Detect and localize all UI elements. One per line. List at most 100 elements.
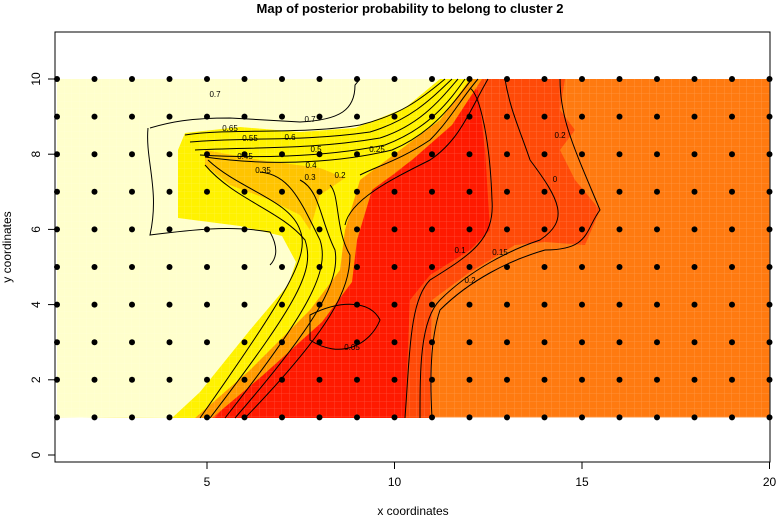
grid-point [279, 226, 285, 233]
grid-point [729, 376, 735, 383]
grid-point [91, 76, 98, 82]
grid-point [204, 264, 210, 270]
grid-point [241, 339, 248, 346]
grid-point [654, 376, 660, 383]
contour-line [204, 78, 473, 163]
grid-point [91, 301, 98, 308]
grid-point [579, 376, 585, 383]
grid-point [504, 301, 510, 308]
grid-point [391, 376, 398, 383]
x-tick-label: 10 [388, 475, 402, 489]
contour-label: 0 [553, 175, 558, 184]
grid-point [691, 113, 698, 120]
grid-point [466, 339, 473, 346]
contour-line [199, 159, 303, 419]
grid-point [241, 226, 248, 233]
grid-point [729, 264, 735, 270]
grid-point [466, 113, 473, 120]
grid-point [579, 76, 585, 82]
grid-point [279, 113, 285, 120]
plot-frame [54, 31, 771, 463]
grid-point [616, 188, 623, 195]
grid-point [354, 226, 360, 233]
grid-point [316, 113, 323, 120]
grid-point [504, 264, 510, 270]
grid-point [316, 339, 323, 346]
grid-point [391, 339, 398, 346]
grid-point [391, 226, 398, 233]
grid-point [391, 264, 398, 270]
grid-point [129, 151, 135, 158]
cell-grid-overlay [57, 79, 770, 418]
grid-point [541, 301, 548, 308]
grid-point [204, 76, 210, 82]
grid-point [466, 188, 473, 195]
contour-labels: 0.70.70.650.60.550.50.450.40.350.30.250.… [209, 90, 566, 352]
y-tick-label: 8 [29, 151, 43, 158]
grid-point [504, 414, 510, 421]
grid-point [579, 188, 585, 195]
grid-point [204, 339, 210, 346]
grid-point [241, 151, 248, 158]
grid-point [166, 339, 173, 346]
grid-point [616, 301, 623, 308]
grid-point [129, 301, 135, 308]
grid-point [579, 113, 585, 120]
grid-point [129, 76, 135, 82]
grid-point [541, 76, 548, 82]
grid-point [654, 188, 660, 195]
grid-point [729, 113, 735, 120]
grid-point [91, 264, 98, 270]
grid-point [91, 376, 98, 383]
grid-point [391, 414, 398, 421]
grid-point [279, 188, 285, 195]
contour-line [419, 78, 559, 419]
grid-point [316, 301, 323, 308]
grid-point [504, 113, 510, 120]
grid-point [91, 151, 98, 158]
grid-point [504, 76, 510, 82]
grid-point [354, 188, 360, 195]
grid-point [616, 226, 623, 233]
grid-point [691, 264, 698, 270]
grid-point [429, 339, 435, 346]
contour-label: 0.25 [369, 145, 385, 154]
y-tick-label: 6 [29, 226, 43, 233]
grid-point [466, 226, 473, 233]
grid-point [241, 414, 248, 421]
grid-point [729, 188, 735, 195]
grid-point [616, 76, 623, 82]
grid-point [129, 376, 135, 383]
grid-point [91, 339, 98, 346]
grid-point [729, 414, 735, 421]
grid-point [166, 76, 173, 82]
grid-point [616, 376, 623, 383]
x-axis-label: x coordinates [377, 504, 448, 518]
grid-point [391, 76, 398, 82]
grid-point [166, 113, 173, 120]
grid-point [204, 301, 210, 308]
grid-point [616, 339, 623, 346]
grid-point [579, 226, 585, 233]
grid-point [241, 301, 248, 308]
grid-point [541, 151, 548, 158]
contour-line [204, 164, 309, 419]
grid-point [691, 376, 698, 383]
grid-point [204, 376, 210, 383]
y-tick-label: 10 [29, 72, 43, 86]
grid-point [354, 264, 360, 270]
grid-point [279, 376, 285, 383]
grid-point [166, 226, 173, 233]
grid-points [54, 76, 773, 421]
contour-line [224, 171, 323, 419]
grid-point [166, 188, 173, 195]
grid-point [166, 301, 173, 308]
grid-point [466, 76, 473, 82]
grid-point [279, 151, 285, 158]
grid-point [316, 151, 323, 158]
grid-point [166, 414, 173, 421]
contour-line [194, 78, 459, 151]
grid-point [354, 414, 360, 421]
grid-point [166, 376, 173, 383]
